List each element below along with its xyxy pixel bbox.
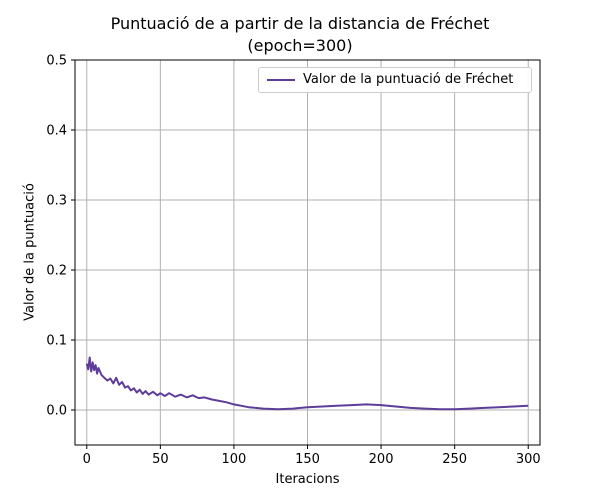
y-tick-label: 0.3 bbox=[46, 194, 67, 209]
chart-title: Puntuació de a partir de la distancia de… bbox=[110, 14, 490, 33]
x-tick-label: 100 bbox=[222, 452, 247, 467]
plot-frame bbox=[74, 59, 541, 446]
legend: Valor de la puntuació de Fréchet bbox=[258, 67, 532, 93]
x-tick-label: 250 bbox=[442, 452, 467, 467]
y-tick-label: 0.1 bbox=[46, 334, 67, 349]
chart-subtitle: (epoch=300) bbox=[247, 36, 353, 55]
y-tick-label: 0.0 bbox=[46, 404, 67, 419]
y-axis-label: Valor de la puntuació bbox=[22, 183, 38, 321]
x-tick-label: 0 bbox=[83, 452, 91, 467]
x-tick-label: 200 bbox=[369, 452, 394, 467]
x-axis-label: Iteracions bbox=[275, 472, 340, 487]
y-tick-label: 0.4 bbox=[46, 124, 67, 139]
x-tick-label: 150 bbox=[295, 452, 320, 467]
y-tick-label: 0.5 bbox=[46, 54, 67, 69]
legend-swatch bbox=[267, 79, 295, 81]
x-tick-label: 300 bbox=[516, 452, 541, 467]
y-tick-label: 0.2 bbox=[46, 264, 67, 279]
x-tick-label: 50 bbox=[152, 452, 169, 467]
series-line bbox=[85, 356, 529, 411]
legend-label: Valor de la puntuació de Fréchet bbox=[303, 72, 514, 87]
